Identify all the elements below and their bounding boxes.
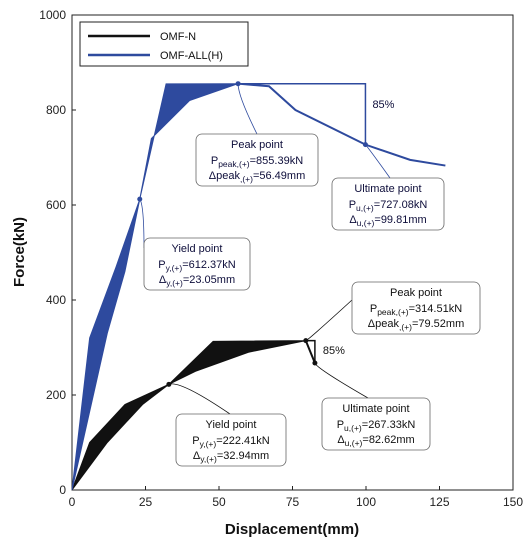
y-tick-label: 0 xyxy=(59,483,66,497)
leader-blue-yield xyxy=(139,198,145,249)
annotation-leaders xyxy=(139,83,391,415)
legend: OMF-N OMF-ALL(H) xyxy=(79,21,249,67)
y-axis-label: Force(kN) xyxy=(11,217,28,287)
x-tick-label: 125 xyxy=(429,495,449,509)
ref-line-blue xyxy=(238,82,367,145)
leader-black-ult xyxy=(314,362,369,399)
leader-blue-ult xyxy=(365,144,391,179)
leader-blue-peak xyxy=(237,83,258,135)
ref-line-black xyxy=(305,339,316,364)
leader-black-peak xyxy=(305,299,353,342)
annotation-force: Pu,(+)=727.08kN xyxy=(349,199,428,213)
annotation-title: Peak point xyxy=(231,139,283,151)
x-tick-label: 0 xyxy=(69,495,76,509)
y-tick-label: 600 xyxy=(46,198,66,212)
annotation-displacement: Δpeak,(+)=56.49mm xyxy=(209,170,305,184)
annotation-force: Ppeak,(+)=855.39kN xyxy=(211,155,303,169)
x-axis-label: Displacement(mm) xyxy=(225,521,359,538)
y-tick-label: 200 xyxy=(46,388,66,402)
y-tick-label: 800 xyxy=(46,103,66,117)
annotation-blue-peak: Peak point Ppeak,(+)=855.39kNΔpeak,(+)=56… xyxy=(195,133,319,187)
annotation-box xyxy=(195,133,319,187)
post-peak-line-omf-all xyxy=(237,82,446,167)
annotation-title: Yield point xyxy=(172,243,223,255)
annotation-force: Ppeak,(+)=314.51kN xyxy=(370,303,462,317)
annotation-title: Ultimate point xyxy=(342,403,409,415)
x-tick-label: 50 xyxy=(212,495,226,509)
annotation-title: Ultimate point xyxy=(354,183,421,195)
annotation-box xyxy=(351,281,481,335)
drop-line-omf-n xyxy=(304,340,316,364)
annotation-force: Py,(+)=222.41kN xyxy=(192,435,270,449)
annotation-force: Pu,(+)=267.33kN xyxy=(337,419,416,433)
x-tick-label: 100 xyxy=(356,495,376,509)
legend-label-omf-all: OMF-ALL(H) xyxy=(160,50,223,62)
x-tick-label: 75 xyxy=(286,495,300,509)
ref-label-black: 85% xyxy=(323,345,345,357)
leader-black-yield xyxy=(168,383,231,415)
legend-label-omf-n: OMF-N xyxy=(160,31,196,43)
annotation-blue-ult: Ultimate point Pu,(+)=727.08kNΔu,(+)=99.8… xyxy=(331,177,445,231)
annotation-box xyxy=(331,177,445,231)
annotation-black-peak: Peak point Ppeak,(+)=314.51kNΔpeak,(+)=79… xyxy=(351,281,481,335)
annotation-title: Yield point xyxy=(206,419,257,431)
annotation-displacement: Δu,(+)=99.81mm xyxy=(349,214,426,228)
annotation-box xyxy=(321,397,431,451)
y-tick-label: 1000 xyxy=(39,8,66,22)
band-omf-all xyxy=(71,83,239,491)
annotations: Peak point Ppeak,(+)=855.39kNΔpeak,(+)=56… xyxy=(143,133,481,467)
legend-box xyxy=(79,21,249,67)
ref-label-blue: 85% xyxy=(372,99,394,111)
annotation-force: Py,(+)=612.37kN xyxy=(158,259,236,273)
annotation-displacement: Δy,(+)=32.94mm xyxy=(193,450,269,464)
annotation-box xyxy=(175,413,287,467)
reference-lines: 85% 85% xyxy=(238,82,395,364)
axis-ticks: 0 25 50 75 100 125 150 0 200 400 600 800 1000 xyxy=(39,8,523,509)
annotation-displacement: Δy,(+)=23.05mm xyxy=(159,274,235,288)
annotation-displacement: Δpeak,(+)=79.52mm xyxy=(368,318,464,332)
annotation-displacement: Δu,(+)=82.62mm xyxy=(337,434,414,448)
y-tick-label: 400 xyxy=(46,293,66,307)
annotation-title: Peak point xyxy=(390,287,442,299)
x-tick-label: 150 xyxy=(503,495,523,509)
annotation-box xyxy=(143,237,251,291)
x-tick-label: 25 xyxy=(139,495,153,509)
plot-frame xyxy=(71,14,514,491)
annotation-black-ult: Ultimate point Pu,(+)=267.33kNΔu,(+)=82.6… xyxy=(321,397,431,451)
